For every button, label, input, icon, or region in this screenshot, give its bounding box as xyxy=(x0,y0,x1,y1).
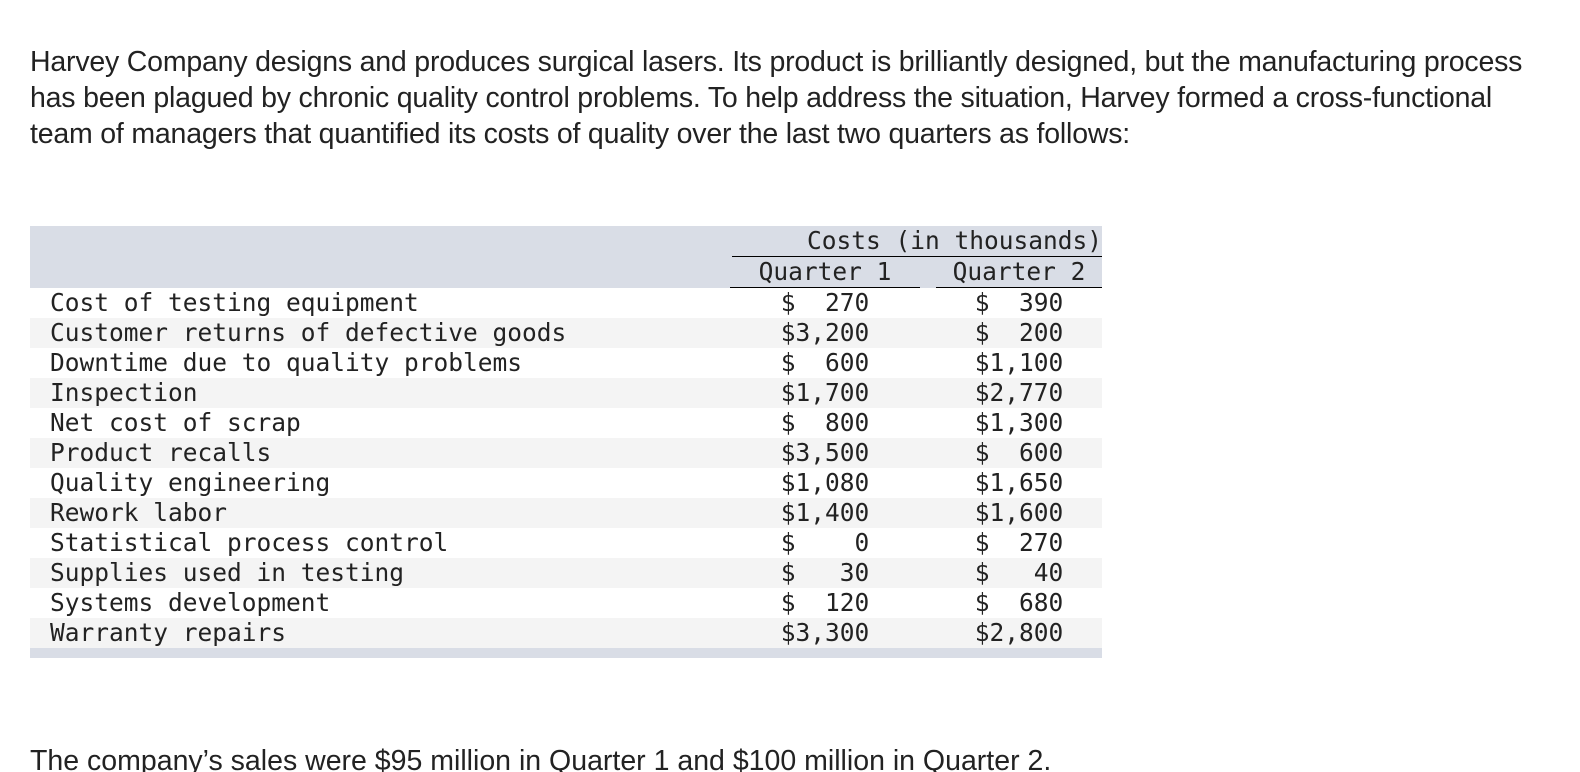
table-row: Net cost of scrap $ 800 $1,300 xyxy=(30,408,1102,438)
cost-cell: $ 800 xyxy=(780,408,870,437)
footer-band xyxy=(30,648,1102,658)
row-label: Net cost of scrap xyxy=(50,408,301,437)
footer-text: The company’s sales were $95 million in … xyxy=(30,745,1052,772)
cost-cell: $ 30 xyxy=(780,558,870,587)
blank-cell xyxy=(30,257,730,288)
header-row: Quarter 1 Quarter 2 xyxy=(30,257,1102,288)
table-row: Warranty repairs $3,300 $2,800 xyxy=(30,618,1102,648)
table-row: Quality engineering $1,080 $1,650 xyxy=(30,468,1102,498)
cost-cell: $ 200 xyxy=(974,318,1064,347)
group-header-text: Costs (in thousands) xyxy=(732,226,1102,257)
column-header: Quarter 1 xyxy=(730,257,920,288)
row-label: Customer returns of defective goods xyxy=(50,318,567,347)
cost-cell: $2,770 xyxy=(974,378,1064,407)
column-header-text: Quarter 2 xyxy=(936,257,1102,288)
cost-cell: $ 270 xyxy=(780,288,870,317)
cost-cell: $3,500 xyxy=(780,438,870,467)
cost-cell: $ 680 xyxy=(974,588,1064,617)
table-row: Rework labor $1,400 $1,600 xyxy=(30,498,1102,528)
blank-cell xyxy=(30,226,730,257)
cost-cell: $ 40 xyxy=(974,558,1064,587)
cost-table: Costs (in thousands) Quarter 1 Quarter 2… xyxy=(30,226,1102,658)
row-label: Cost of testing equipment xyxy=(50,288,419,317)
cost-cell: $ 390 xyxy=(974,288,1064,317)
intro-text: Harvey Company designs and produces surg… xyxy=(30,46,1523,150)
cost-cell: $ 120 xyxy=(780,588,870,617)
column-header-text: Quarter 1 xyxy=(730,257,920,288)
table-row: Supplies used in testing $ 30 $ 40 xyxy=(30,558,1102,588)
column-header: Quarter 2 xyxy=(920,257,1102,288)
cost-cell: $1,650 xyxy=(974,468,1064,497)
cost-cell: $1,100 xyxy=(974,348,1064,377)
header-row: Costs (in thousands) xyxy=(30,226,1102,257)
cost-cell: $3,200 xyxy=(780,318,870,347)
group-header: Costs (in thousands) xyxy=(730,226,1102,257)
row-label: Product recalls xyxy=(50,438,272,467)
table-row: Product recalls $3,500 $ 600 xyxy=(30,438,1102,468)
cost-cell: $ 600 xyxy=(780,348,870,377)
table-row: Cost of testing equipment $ 270 $ 390 xyxy=(30,288,1102,318)
cost-cell: $2,800 xyxy=(974,618,1064,647)
cost-cell: $1,600 xyxy=(974,498,1064,527)
table-row: Downtime due to quality problems $ 600 $1,… xyxy=(30,348,1102,378)
cost-cell: $1,700 xyxy=(780,378,870,407)
table-row: Inspection $1,700 $2,770 xyxy=(30,378,1102,408)
table-row: Statistical process control $ 0 $ 270 xyxy=(30,528,1102,558)
table-row: Systems development $ 120 $ 680 xyxy=(30,588,1102,618)
band xyxy=(30,648,1102,658)
table-row: Customer returns of defective goods $3,20… xyxy=(30,318,1102,348)
cost-cell: $1,300 xyxy=(974,408,1064,437)
row-label: Rework labor xyxy=(50,498,228,527)
row-label: Systems development xyxy=(50,588,331,617)
cost-cell: $3,300 xyxy=(780,618,870,647)
row-label: Quality engineering xyxy=(50,468,331,497)
row-label: Warranty repairs xyxy=(50,618,287,647)
cost-cell: $1,400 xyxy=(780,498,870,527)
row-label: Statistical process control xyxy=(50,528,449,557)
cost-cell: $ 600 xyxy=(974,438,1064,467)
cost-cell: $ 0 xyxy=(780,528,870,557)
row-label: Supplies used in testing xyxy=(50,558,405,587)
row-label: Inspection xyxy=(50,378,198,407)
cost-cell: $ 270 xyxy=(974,528,1064,557)
row-label: Downtime due to quality problems xyxy=(50,348,523,377)
cost-cell: $1,080 xyxy=(780,468,870,497)
